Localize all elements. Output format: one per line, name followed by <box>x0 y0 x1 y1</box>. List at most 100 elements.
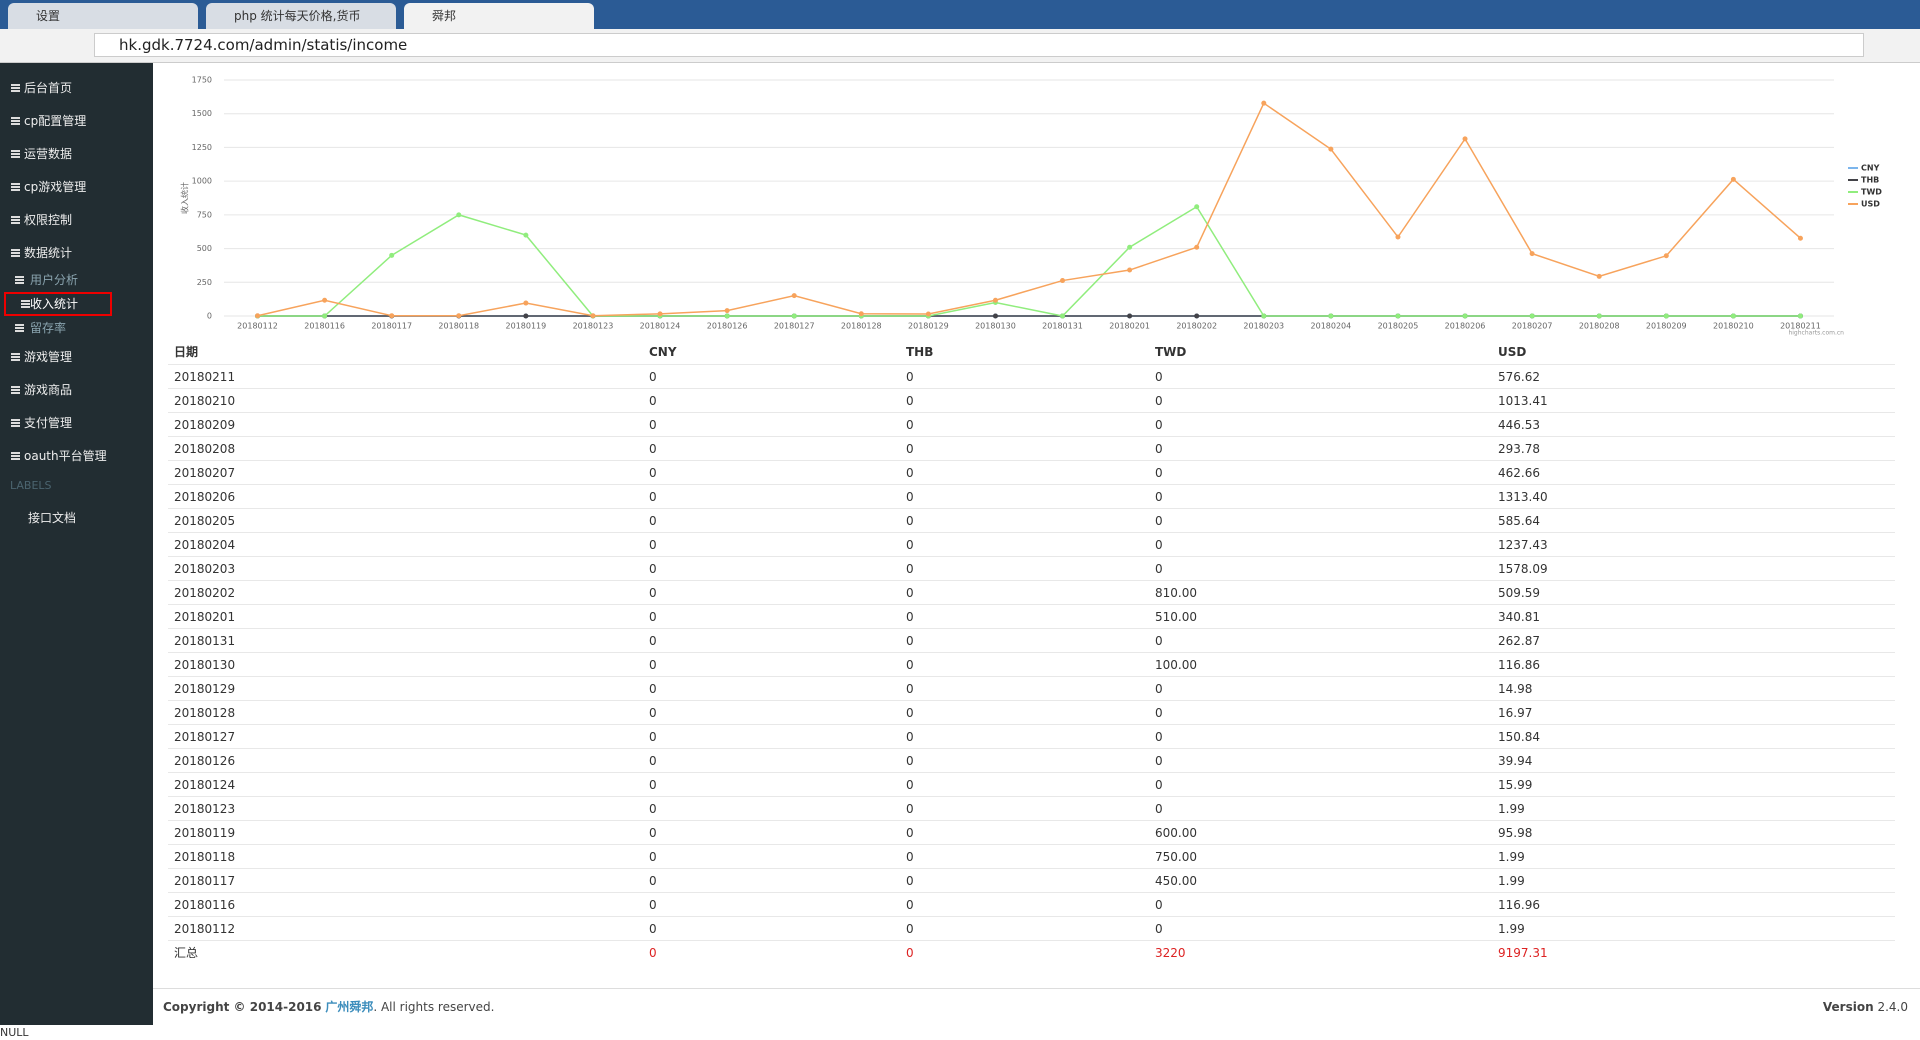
point <box>389 313 395 319</box>
sidebar: 后台首页 cp配置管理 运营数据 cp游戏管理 权限控制数据统计用户分析 收入统计 留存率游… <box>0 63 153 1025</box>
table-cell: 0 <box>1155 730 1163 744</box>
point <box>1261 313 1267 319</box>
copyright: Copyright © 2014-2016 <box>163 1000 322 1014</box>
table-cell: 1.99 <box>1498 802 1525 816</box>
menu-item[interactable]: 权限控制 <box>0 210 153 230</box>
table-cell: 116.86 <box>1498 658 1540 672</box>
table-cell: 日期 <box>174 345 199 359</box>
table-cell: 0 <box>906 586 914 600</box>
point <box>791 293 797 299</box>
table-cell: 9197.31 <box>1498 946 1548 960</box>
menu-item[interactable]: 数据统计 <box>0 243 153 263</box>
point <box>1395 313 1401 319</box>
x-tick-label: 20180207 <box>1512 322 1553 331</box>
table-row: 20180209 0 0 0 446.53 <box>168 412 1895 437</box>
x-tick-label: 20180118 <box>438 322 479 331</box>
table-cell: 20180203 <box>174 562 236 576</box>
x-tick-label: 20180210 <box>1713 322 1754 331</box>
point <box>1328 146 1334 152</box>
table-cell: 0 <box>906 418 914 432</box>
table-cell: 450.00 <box>1155 874 1197 888</box>
point <box>1060 278 1066 284</box>
submenu-item[interactable]: 收入统计 <box>4 292 112 316</box>
table-cell: 0 <box>1155 562 1163 576</box>
table-cell: 262.87 <box>1498 634 1540 648</box>
table-cell: 0 <box>649 514 657 528</box>
table-cell: 0 <box>649 682 657 696</box>
table-cell: 20180208 <box>174 442 236 456</box>
y-tick-label: 750 <box>197 210 212 219</box>
point <box>1462 313 1468 319</box>
table-cell: 585.64 <box>1498 514 1540 528</box>
point <box>590 313 596 319</box>
tab[interactable]: 舜邦 <box>404 3 594 29</box>
point <box>1596 313 1602 319</box>
table-row: 20180128 0 0 0 16.97 <box>168 700 1895 725</box>
x-tick-label: 20180119 <box>506 322 547 331</box>
table-row: 20180207 0 0 0 462.66 <box>168 460 1895 485</box>
submenu-item[interactable]: 用户分析 <box>0 270 153 290</box>
x-tick-label: 20180203 <box>1243 322 1284 331</box>
table-cell: 95.98 <box>1498 826 1533 840</box>
point <box>1127 267 1133 273</box>
table-cell: 600.00 <box>1155 826 1197 840</box>
x-tick-label: 20180206 <box>1445 322 1486 331</box>
tab[interactable]: 设置 <box>8 3 198 29</box>
menu-item[interactable]: 游戏管理 <box>0 347 153 367</box>
table-cell: 1237.43 <box>1498 538 1548 552</box>
chart: 0 250 500 750 1000 1250 1500 1750 收入统计 20180112 20… <box>180 76 1883 337</box>
menu-item[interactable]: 后台首页 <box>0 78 153 98</box>
table-cell: 1.99 <box>1498 874 1525 888</box>
section-label: LABELS <box>10 479 52 492</box>
x-tick-label: 20180127 <box>774 322 815 331</box>
legend-label: TWD <box>1861 188 1882 197</box>
table-cell: 20180118 <box>174 850 236 864</box>
table-cell: 0 <box>1155 802 1163 816</box>
table-cell: 0 <box>649 778 657 792</box>
table-cell: 20180119 <box>174 826 236 840</box>
table-cell: 0 <box>1155 394 1163 408</box>
y-tick-label: 500 <box>197 244 212 253</box>
tab-bar: 设置 php 统计每天价格,货币 舜邦 <box>0 0 1920 29</box>
table-cell: THB <box>906 345 934 359</box>
point <box>456 212 462 218</box>
table-cell: 20180130 <box>174 658 236 672</box>
menu-item[interactable]: cp游戏管理 <box>0 177 153 197</box>
point <box>1462 136 1468 142</box>
company-link[interactable]: 广州舜邦 <box>325 1000 374 1014</box>
menu-item[interactable]: cp配置管理 <box>0 111 153 131</box>
table-cell: 0 <box>906 730 914 744</box>
table-row: 20180208 0 0 0 293.78 <box>168 436 1895 461</box>
table-row: 20180123 0 0 0 1.99 <box>168 796 1895 821</box>
menu-item[interactable]: 支付管理 <box>0 413 153 433</box>
table-cell: 0 <box>906 802 914 816</box>
x-tick-label: 20180128 <box>841 322 882 331</box>
point <box>1194 244 1200 250</box>
table-row: 20180201 0 0 510.00 340.81 <box>168 604 1895 629</box>
chart-credit: highcharts.com.cn <box>1788 330 1844 337</box>
table-cell: 0 <box>906 490 914 504</box>
table-cell: 0 <box>906 874 914 888</box>
menu-item[interactable]: 游戏商品 <box>0 380 153 400</box>
table-row: 20180211 0 0 0 576.62 <box>168 364 1895 389</box>
menu-item[interactable]: 运营数据 <box>0 144 153 164</box>
tab[interactable]: php 统计每天价格,货币 <box>206 3 396 29</box>
url-field[interactable]: hk.gdk.7724.com/admin/statis/income <box>94 33 1864 57</box>
table-cell: 20180211 <box>174 370 236 384</box>
submenu-item[interactable]: 留存率 <box>0 318 153 338</box>
table-cell: 0 <box>649 922 657 936</box>
x-tick-label: 20180116 <box>304 322 345 331</box>
table-cell: 20180112 <box>174 922 236 936</box>
point <box>1060 313 1066 319</box>
menu-item[interactable]: oauth平台管理 <box>0 446 153 466</box>
table-cell: 0 <box>649 898 657 912</box>
y-tick-label: 250 <box>197 278 212 287</box>
table-cell: 510.00 <box>1155 610 1197 624</box>
footer: Copyright © 2014-2016 广州舜邦. All rights r… <box>153 988 1920 1026</box>
doc-link[interactable]: 接口文档 <box>28 511 77 525</box>
table-cell: 0 <box>906 658 914 672</box>
table-cell: 14.98 <box>1498 682 1533 696</box>
table-cell: 0 <box>649 538 657 552</box>
table-cell: 0 <box>1155 706 1163 720</box>
table-row: 20180112 0 0 0 1.99 <box>168 916 1895 941</box>
